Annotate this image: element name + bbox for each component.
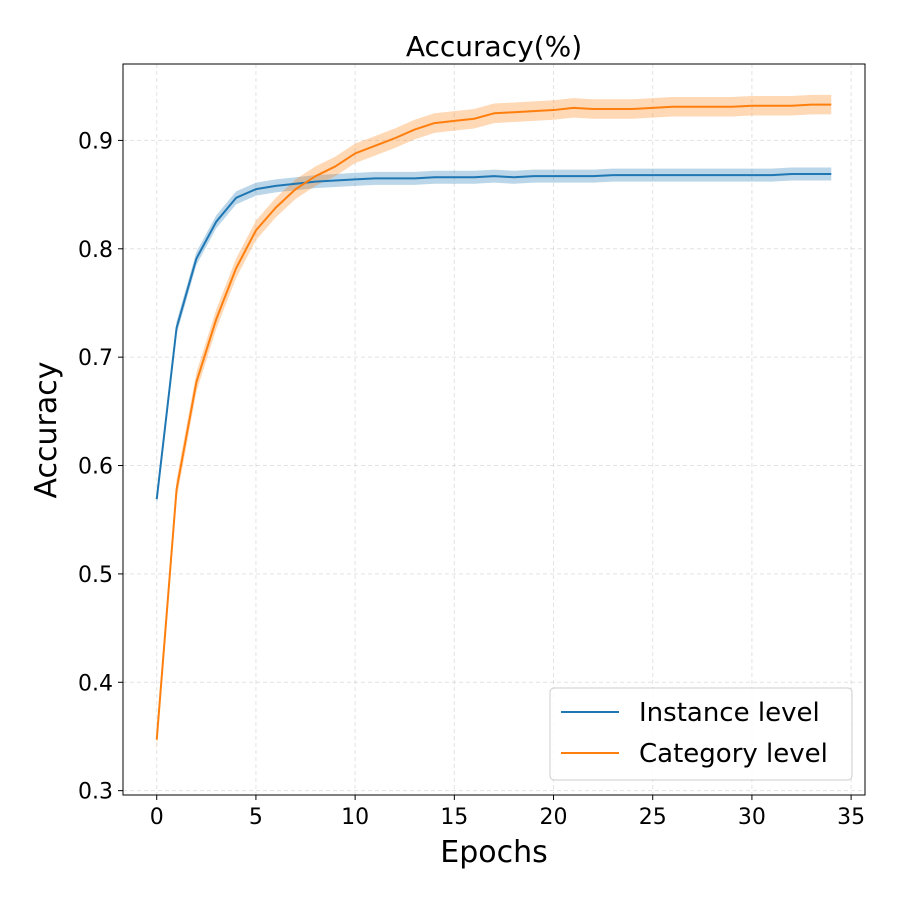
x-tick-label: 10 <box>341 805 369 830</box>
series-lines <box>155 103 832 740</box>
y-tick-label: 0.5 <box>78 563 113 588</box>
chart-title: Accuracy(%) <box>406 30 582 63</box>
x-tick-label: 0 <box>150 805 164 830</box>
y-axis-title: Accuracy <box>29 362 64 499</box>
legend-box <box>549 687 853 781</box>
legend-label: Instance level <box>639 698 820 728</box>
x-tick-label: 15 <box>440 805 468 830</box>
grid <box>123 64 865 795</box>
x-tick-label: 35 <box>837 805 865 830</box>
x-tick-label: 30 <box>738 805 766 830</box>
y-tick-label: 0.9 <box>78 129 113 154</box>
y-tick-label: 0.3 <box>78 780 113 805</box>
x-tick-label: 20 <box>540 805 568 830</box>
legend-label: Category level <box>639 739 828 769</box>
y-tick-label: 0.4 <box>78 671 113 696</box>
series-line-0 <box>155 173 832 500</box>
y-tick-label: 0.7 <box>78 346 113 371</box>
y-tick-label: 0.8 <box>78 238 113 263</box>
x-tick-label: 5 <box>249 805 263 830</box>
y-tick-label: 0.6 <box>78 455 113 480</box>
x-tick-label: 25 <box>639 805 667 830</box>
axis-ticks: 0 5 10 15 20 25 30 35 0.3 0.4 0.5 0.6 0.7 0.8 0.9 <box>78 129 865 830</box>
series-line-1 <box>155 103 832 740</box>
x-axis-title: Epochs <box>440 835 548 870</box>
legend: Instance level Category level <box>549 687 853 781</box>
plot-frame <box>122 63 866 796</box>
